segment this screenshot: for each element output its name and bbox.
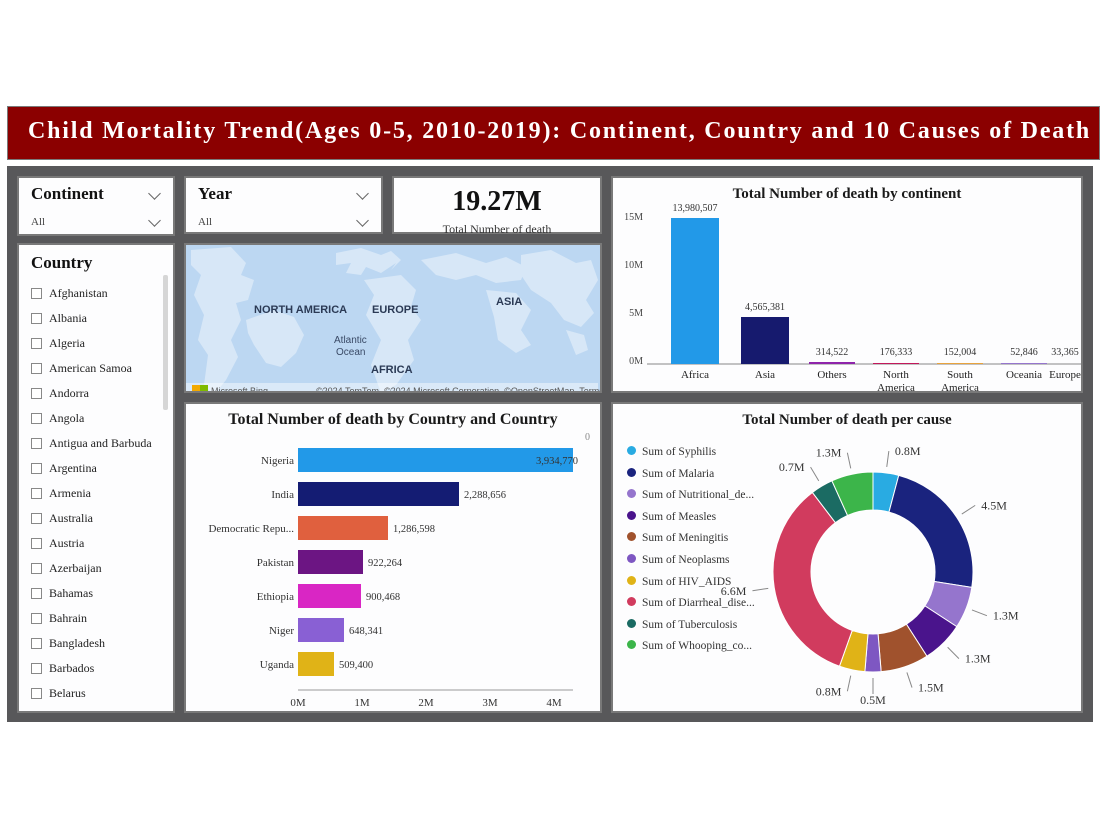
svg-text:Uganda: Uganda [260, 659, 294, 671]
svg-text:2M: 2M [418, 697, 434, 709]
svg-text:4M: 4M [546, 697, 562, 709]
svg-text:Oceania: Oceania [1006, 369, 1042, 381]
svg-text:1.3M: 1.3M [965, 652, 991, 666]
svg-text:America: America [877, 382, 915, 393]
svg-text:Africa: Africa [681, 369, 709, 381]
svg-text:6.6M: 6.6M [721, 584, 747, 598]
svg-text:3M: 3M [482, 697, 498, 709]
svg-text:America: America [941, 382, 979, 393]
svg-text:0.8M: 0.8M [895, 444, 921, 458]
svg-text:900,468: 900,468 [366, 592, 400, 603]
svg-text:NORTH AMERICA: NORTH AMERICA [254, 304, 347, 316]
svg-text:2,288,656: 2,288,656 [464, 490, 506, 501]
svg-text:South: South [947, 369, 973, 381]
svg-text:India: India [271, 489, 294, 501]
svg-text:509,400: 509,400 [339, 660, 373, 671]
svg-text:Niger: Niger [269, 625, 294, 637]
svg-text:4,565,381: 4,565,381 [745, 302, 785, 313]
svg-text:1.3M: 1.3M [816, 446, 842, 460]
svg-text:Others: Others [817, 369, 846, 381]
svg-text:0.5M: 0.5M [860, 693, 886, 707]
svg-text:1M: 1M [354, 697, 370, 709]
svg-text:1,286,598: 1,286,598 [393, 524, 435, 535]
svg-text:13,980,507: 13,980,507 [673, 203, 718, 214]
svg-text:0M: 0M [290, 697, 306, 709]
svg-text:5M: 5M [629, 308, 643, 319]
svg-text:AFRICA: AFRICA [371, 364, 413, 376]
svg-text:33,365: 33,365 [1051, 347, 1079, 358]
svg-text:©2024 TomTom, ©2024 Microsoft: ©2024 TomTom, ©2024 Microsoft Corporatio… [316, 386, 602, 393]
svg-text:4.5M: 4.5M [981, 498, 1007, 512]
svg-text:Pakistan: Pakistan [257, 557, 295, 569]
svg-text:176,333: 176,333 [880, 347, 913, 358]
svg-text:ASIA: ASIA [496, 296, 522, 308]
svg-text:North: North [883, 369, 909, 381]
svg-text:0.7M: 0.7M [779, 460, 805, 474]
svg-text:Europe: Europe [1049, 369, 1081, 381]
svg-text:648,341: 648,341 [349, 626, 383, 637]
svg-text:152,004: 152,004 [944, 347, 977, 358]
svg-text:0.8M: 0.8M [816, 684, 842, 698]
svg-text:1.5M: 1.5M [918, 681, 944, 695]
svg-text:Nigeria: Nigeria [261, 455, 294, 467]
svg-text:922,264: 922,264 [368, 558, 403, 569]
svg-text:Ethiopia: Ethiopia [257, 591, 294, 603]
svg-text:3,934,770: 3,934,770 [536, 456, 578, 467]
svg-text:EUROPE: EUROPE [372, 304, 418, 316]
svg-text:314,522: 314,522 [816, 347, 849, 358]
svg-text:52,846: 52,846 [1010, 347, 1038, 358]
svg-text:10M: 10M [624, 260, 643, 271]
svg-text:Democratic Repu...: Democratic Repu... [208, 523, 294, 535]
svg-text:0M: 0M [629, 356, 643, 367]
svg-text:Ocean: Ocean [336, 347, 365, 358]
svg-text:1.3M: 1.3M [993, 609, 1019, 623]
svg-text:Asia: Asia [755, 369, 775, 381]
svg-text:Atlantic: Atlantic [334, 335, 367, 346]
svg-text:Microsoft Bing: Microsoft Bing [211, 386, 268, 393]
svg-text:15M: 15M [624, 212, 643, 223]
